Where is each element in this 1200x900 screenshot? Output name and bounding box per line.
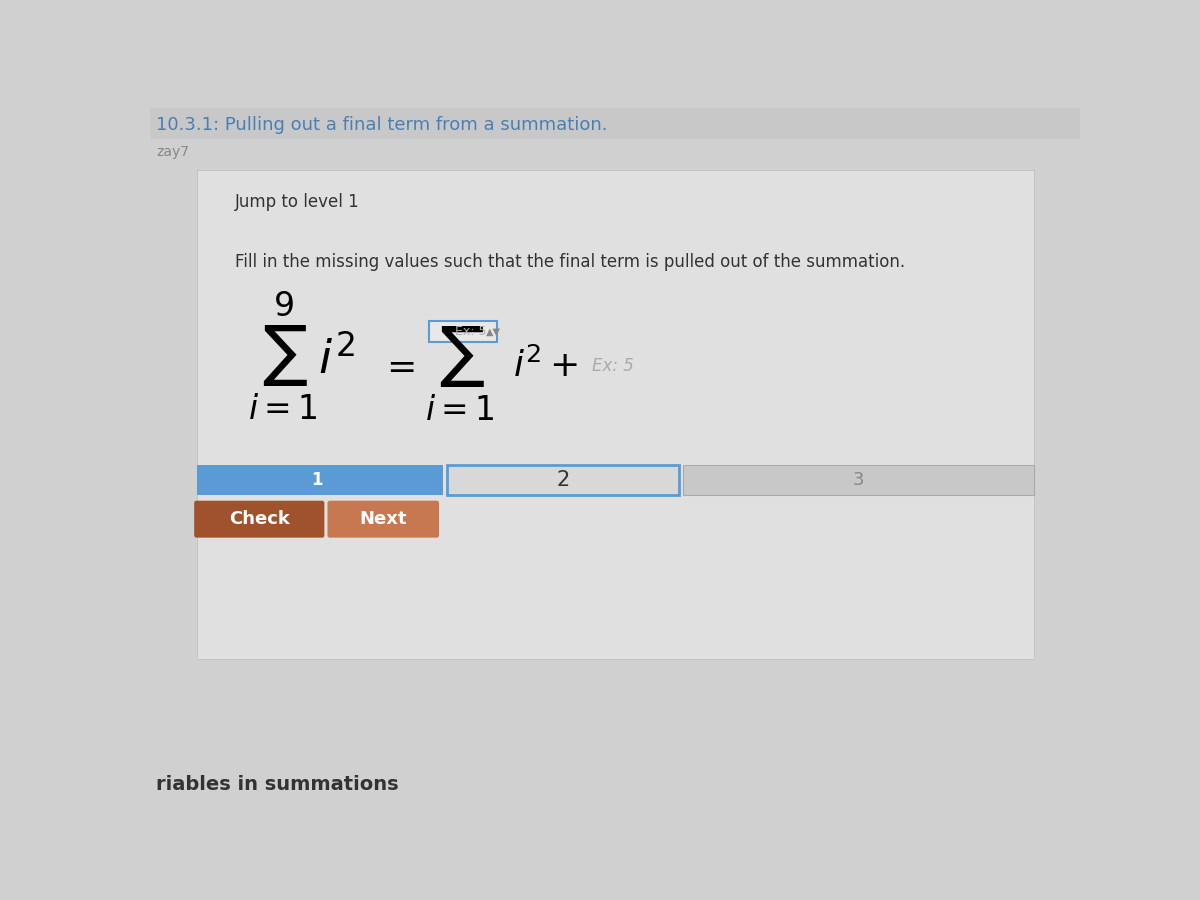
Text: $i^2 +$: $i^2 +$ bbox=[512, 348, 578, 384]
Text: $=$: $=$ bbox=[379, 349, 414, 383]
Bar bbox=[197, 465, 443, 494]
Text: Check: Check bbox=[229, 510, 289, 528]
Text: 2: 2 bbox=[557, 470, 570, 490]
Text: zay7: zay7 bbox=[156, 145, 190, 159]
FancyBboxPatch shape bbox=[194, 500, 324, 537]
Text: Jump to level 1: Jump to level 1 bbox=[235, 193, 360, 211]
Bar bbox=[430, 320, 497, 342]
Bar bbox=[197, 169, 1033, 659]
Text: $\sum_{i=1}$: $\sum_{i=1}$ bbox=[425, 325, 494, 423]
Text: $\sum_{i=1}^{9} i^2$: $\sum_{i=1}^{9} i^2$ bbox=[247, 289, 355, 423]
Text: 10.3.1: Pulling out a final term from a summation.: 10.3.1: Pulling out a final term from a … bbox=[156, 116, 607, 134]
Text: Ex: 5: Ex: 5 bbox=[455, 325, 486, 338]
Text: Next: Next bbox=[360, 510, 407, 528]
Text: riables in summations: riables in summations bbox=[156, 775, 398, 794]
Text: Fill in the missing values such that the final term is pulled out of the summati: Fill in the missing values such that the… bbox=[235, 253, 905, 271]
Text: 3: 3 bbox=[852, 471, 864, 489]
Bar bbox=[446, 465, 679, 494]
Text: ▲▼: ▲▼ bbox=[486, 327, 500, 337]
FancyBboxPatch shape bbox=[328, 500, 439, 537]
Text: Ex: 5: Ex: 5 bbox=[592, 357, 634, 375]
Text: 1: 1 bbox=[311, 471, 323, 489]
Bar bbox=[150, 108, 1080, 139]
Bar bbox=[683, 465, 1033, 494]
